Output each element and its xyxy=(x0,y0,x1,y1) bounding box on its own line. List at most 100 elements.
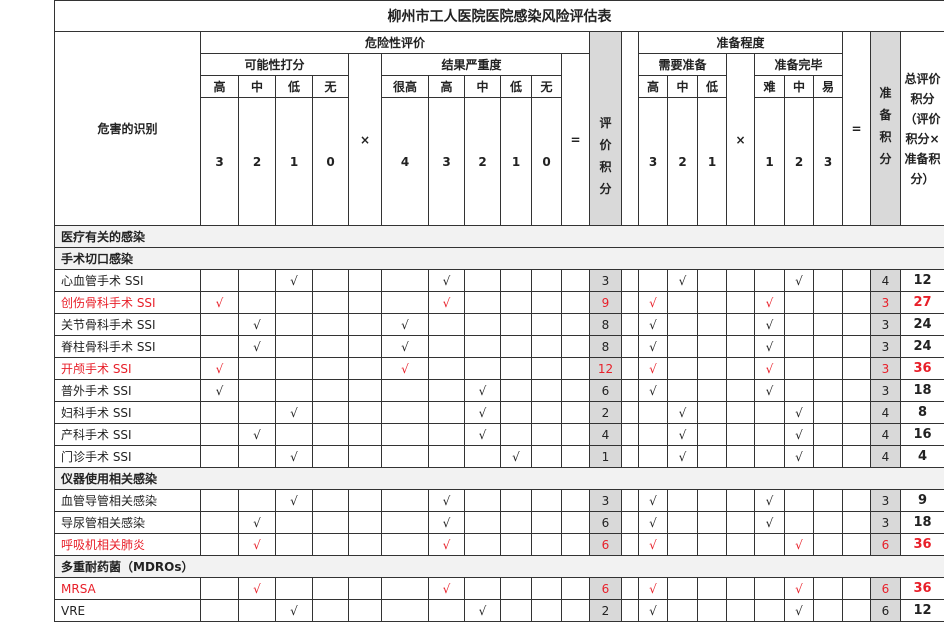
possibility-level-value: 3 xyxy=(200,97,239,226)
need-prep-cell xyxy=(667,599,698,622)
severity-cell xyxy=(381,269,429,292)
severity-cell xyxy=(381,533,429,556)
eval-score-header: 评价积分 xyxy=(589,31,622,226)
possibility-cell: √ xyxy=(275,599,313,622)
category-label: 医疗有关的感染 xyxy=(54,225,944,248)
possibility-cell xyxy=(275,511,313,534)
severity-cell xyxy=(531,291,562,314)
possibility-cell xyxy=(200,401,239,424)
severity-cell xyxy=(500,599,532,622)
hazard-header: 危害的识别 xyxy=(54,31,201,226)
prep-done-cell: √ xyxy=(784,269,814,292)
need-prep-cell: √ xyxy=(638,313,668,336)
times-column-cell xyxy=(726,533,755,556)
eval-score: 6 xyxy=(589,533,622,556)
check-mark-icon: √ xyxy=(478,427,487,442)
possibility-cell xyxy=(200,599,239,622)
times-column-cell xyxy=(726,445,755,468)
need-prep-cell xyxy=(667,379,698,402)
need-prep-cell xyxy=(667,291,698,314)
severity-cell xyxy=(428,313,465,336)
check-mark-icon: √ xyxy=(795,273,803,288)
eval-score: 6 xyxy=(589,379,622,402)
check-mark-icon: √ xyxy=(795,581,803,596)
possibility-cell xyxy=(275,423,313,446)
prep-score: 3 xyxy=(870,313,901,336)
hazard-name: 导尿管相关感染 xyxy=(54,511,201,534)
severity-level-value: 2 xyxy=(464,97,501,226)
severity-cell xyxy=(381,577,429,600)
prep-score: 6 xyxy=(870,599,901,622)
prep-done-cell xyxy=(754,533,785,556)
possibility-cell xyxy=(312,269,349,292)
times-column-cell xyxy=(348,423,382,446)
spacer-cell xyxy=(621,423,639,446)
severity-cell: √ xyxy=(500,445,532,468)
category-row: 医疗有关的感染 xyxy=(54,225,944,248)
prep-done-cell xyxy=(813,357,843,380)
prep-done-cell xyxy=(754,577,785,600)
prep-done-cell xyxy=(813,291,843,314)
hazard-name: 心血管手术 SSI xyxy=(54,269,201,292)
eval-score: 9 xyxy=(589,291,622,314)
need-prep-cell xyxy=(697,335,727,358)
possibility-cell xyxy=(238,489,276,512)
check-mark-icon: √ xyxy=(253,339,261,354)
severity-cell: √ xyxy=(428,291,465,314)
done-level-value: 1 xyxy=(754,97,785,226)
spacer-cell xyxy=(621,489,639,512)
category-row: 手术切口感染 xyxy=(54,247,944,270)
times-column-cell xyxy=(726,489,755,512)
equals-column-cell xyxy=(561,313,590,336)
prep-score: 3 xyxy=(870,489,901,512)
prep-done-cell xyxy=(784,291,814,314)
equals-column-cell xyxy=(842,445,871,468)
possibility-cell xyxy=(200,511,239,534)
spacer-cell xyxy=(621,401,639,424)
spacer-cell xyxy=(621,511,639,534)
check-mark-icon: √ xyxy=(215,361,224,376)
equals-column-cell xyxy=(561,423,590,446)
equals-column-cell xyxy=(561,577,590,600)
hazard-name: 妇科手术 SSI xyxy=(54,401,201,424)
possibility-cell: √ xyxy=(200,379,239,402)
prep-score: 3 xyxy=(870,291,901,314)
possibility-cell xyxy=(275,335,313,358)
check-mark-icon: √ xyxy=(290,449,298,464)
check-mark-icon: √ xyxy=(442,295,451,310)
done-level-label: 易 xyxy=(813,75,843,98)
spacer-cell xyxy=(621,533,639,556)
preparedness-header: 准备程度 xyxy=(638,31,843,54)
need-prep-cell: √ xyxy=(638,335,668,358)
prep-done-cell: √ xyxy=(754,489,785,512)
need-prep-cell xyxy=(697,489,727,512)
equals-column-cell xyxy=(842,291,871,314)
eval-score: 3 xyxy=(589,489,622,512)
total-score: 36 xyxy=(900,357,944,380)
severity-cell xyxy=(428,357,465,380)
possibility-cell xyxy=(200,335,239,358)
severity-cell xyxy=(464,445,501,468)
eval-score: 2 xyxy=(589,599,622,622)
equals-column-cell xyxy=(561,269,590,292)
equals-column-cell xyxy=(561,599,590,622)
check-mark-icon: √ xyxy=(649,493,657,508)
times-column-cell xyxy=(726,511,755,534)
equals-column-cell xyxy=(842,511,871,534)
prep-done-cell xyxy=(784,379,814,402)
severity-header: 结果严重度 xyxy=(381,53,562,76)
possibility-cell: √ xyxy=(238,577,276,600)
possibility-cell xyxy=(275,313,313,336)
times-column-cell xyxy=(726,599,755,622)
equals-column-cell xyxy=(842,335,871,358)
possibility-cell xyxy=(312,313,349,336)
severity-level-label: 中 xyxy=(464,75,501,98)
prep-done-cell: √ xyxy=(784,423,814,446)
times-column-cell xyxy=(348,313,382,336)
eval-score: 6 xyxy=(589,577,622,600)
possibility-cell xyxy=(312,533,349,556)
total-score: 12 xyxy=(900,269,944,292)
prep-done-cell xyxy=(784,335,814,358)
prep-score: 4 xyxy=(870,401,901,424)
prep-done-cell xyxy=(754,269,785,292)
